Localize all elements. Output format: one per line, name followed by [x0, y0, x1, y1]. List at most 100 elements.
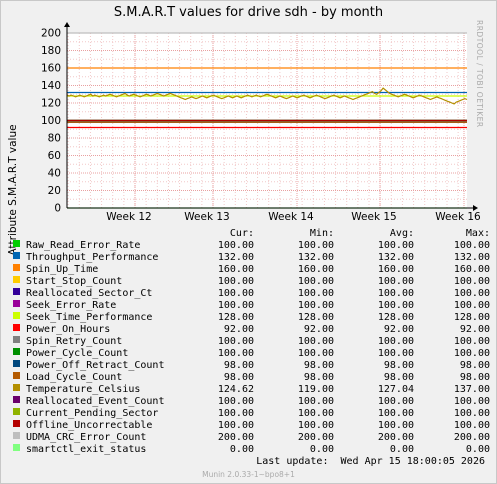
x-tick-label: Week 14 [268, 211, 314, 223]
legend-max-value: 100.00 [453, 240, 490, 251]
legend-min-value: 100.00 [297, 408, 334, 419]
legend-series-name: Temperature_Celsius [26, 384, 141, 395]
legend-cur-value: 160.00 [217, 264, 254, 275]
legend-series-name: Power_On_Hours [26, 324, 111, 335]
legend-max-value: 100.00 [453, 336, 490, 347]
legend-max-value: 100.00 [453, 408, 490, 419]
munin-version: Munin 2.0.33-1~bpo8+1 [202, 470, 295, 479]
legend-avg-value: 128.00 [377, 312, 414, 323]
legend-cur-value: 100.00 [217, 288, 254, 299]
legend-cur-value: 200.00 [217, 432, 254, 443]
legend-rows: Raw_Read_Error_Rate 100.00 100.00 100.00 100… [10, 240, 492, 456]
legend-series-name: Spin_Up_Time [26, 264, 99, 275]
legend-avg-value: 100.00 [377, 276, 414, 287]
legend-avg-value: 100.00 [377, 240, 414, 251]
chart-plot: 0 20 40 60 80 100 120 140 160 180 200 Week 12 Week 1… [41, 22, 481, 223]
legend-max-value: 100.00 [453, 288, 490, 299]
legend-row: Offline_Uncorrectable 100.00 100.00 100.00 1… [10, 420, 492, 432]
legend-min-value: 100.00 [297, 276, 334, 287]
legend-series-name: UDMA_CRC_Error_Count [26, 432, 147, 443]
legend-row: Power_Off_Retract_Count 98.00 98.00 98.00 98… [10, 360, 492, 372]
legend-swatch [13, 384, 20, 391]
legend-min-value: 128.00 [297, 312, 334, 323]
legend-avg-value: 92.00 [383, 324, 414, 335]
legend-series-name: Reallocated_Sector_Ct [26, 288, 153, 299]
legend-header-max: Max: [465, 228, 490, 239]
legend-max-value: 0.00 [465, 444, 490, 455]
legend-row: smartctl_exit_status 0.00 0.00 0.00 0.00 [10, 444, 492, 456]
legend-swatch [13, 348, 20, 355]
legend-swatch [13, 288, 20, 295]
legend-max-value: 200.00 [453, 432, 490, 443]
y-tick-label: 200 [41, 28, 61, 40]
legend-row: Raw_Read_Error_Rate 100.00 100.00 100.00 100… [10, 240, 492, 252]
legend-avg-value: 100.00 [377, 348, 414, 359]
legend-cur-value: 100.00 [217, 396, 254, 407]
legend-min-value: 132.00 [297, 252, 334, 263]
legend-max-value: 100.00 [453, 396, 490, 407]
legend-row: Seek_Error_Rate 100.00 100.00 100.00 100.00 [10, 300, 492, 312]
legend-row: Power_Cycle_Count 100.00 100.00 100.00 100.0… [10, 348, 492, 360]
legend-series-name: Spin_Retry_Count [26, 336, 123, 347]
x-tick-label: Week 12 [106, 211, 151, 223]
legend: Cur: Min: Avg: Max: Raw_Read_Error_Rate 1… [10, 228, 492, 456]
legend-cur-value: 128.00 [217, 312, 254, 323]
legend-max-value: 98.00 [459, 372, 490, 383]
legend-min-value: 100.00 [297, 348, 334, 359]
legend-min-value: 100.00 [297, 420, 334, 431]
last-update: Last update: Wed Apr 15 18:00:05 2026 [256, 456, 485, 467]
legend-max-value: 100.00 [453, 420, 490, 431]
y-tick-label: 40 [48, 168, 61, 180]
x-axis-arrow [473, 205, 478, 211]
legend-cur-value: 100.00 [217, 408, 254, 419]
legend-min-value: 100.00 [297, 240, 334, 251]
legend-row: Load_Cycle_Count 98.00 98.00 98.00 98.00 [10, 372, 492, 384]
legend-series-name: smartctl_exit_status [26, 444, 147, 455]
legend-max-value: 128.00 [453, 312, 490, 323]
legend-cur-value: 98.00 [223, 372, 254, 383]
legend-row: Power_On_Hours 92.00 92.00 92.00 92.00 [10, 324, 492, 336]
legend-header: Cur: Min: Avg: Max: [10, 228, 492, 240]
legend-min-value: 100.00 [297, 288, 334, 299]
legend-avg-value: 100.00 [377, 288, 414, 299]
legend-swatch [13, 420, 20, 427]
legend-cur-value: 98.00 [223, 360, 254, 371]
legend-swatch [13, 300, 20, 307]
legend-row: Reallocated_Event_Count 100.00 100.00 100.0… [10, 396, 492, 408]
legend-series-name: Raw_Read_Error_Rate [26, 240, 141, 251]
y-tick-label: 100 [41, 115, 61, 127]
legend-series-name: Reallocated_Event_Count [26, 396, 165, 407]
legend-row: Start_Stop_Count 100.00 100.00 100.00 100.00 [10, 276, 492, 288]
legend-series-name: Offline_Uncorrectable [26, 420, 153, 431]
y-tick-label: 20 [48, 185, 61, 197]
legend-avg-value: 0.00 [389, 444, 414, 455]
legend-swatch [13, 360, 20, 367]
legend-min-value: 100.00 [297, 336, 334, 347]
legend-min-value: 92.00 [303, 324, 334, 335]
legend-max-value: 132.00 [453, 252, 490, 263]
x-tick-label: Week 15 [351, 211, 396, 223]
legend-row: Current_Pending_Sector 100.00 100.00 100.00… [10, 408, 492, 420]
legend-series-name: Throughput_Performance [26, 252, 159, 263]
legend-avg-value: 98.00 [383, 360, 414, 371]
legend-cur-value: 100.00 [217, 336, 254, 347]
legend-cur-value: 132.00 [217, 252, 254, 263]
legend-swatch [13, 312, 20, 319]
legend-avg-value: 132.00 [377, 252, 414, 263]
legend-swatch [13, 396, 20, 403]
chart-title: S.M.A.R.T values for drive sdh - by mont… [113, 5, 384, 20]
legend-series-name: Power_Cycle_Count [26, 348, 129, 359]
legend-cur-value: 100.00 [217, 300, 254, 311]
legend-header-avg: Avg: [389, 228, 414, 239]
legend-cur-value: 100.00 [217, 420, 254, 431]
legend-max-value: 100.00 [453, 300, 490, 311]
legend-avg-value: 100.00 [377, 408, 414, 419]
y-tick-label: 180 [41, 45, 61, 57]
legend-series-name: Load_Cycle_Count [26, 372, 123, 383]
legend-cur-value: 100.00 [217, 348, 254, 359]
y-tick-label: 140 [41, 80, 61, 92]
legend-avg-value: 100.00 [377, 396, 414, 407]
legend-series-name: Seek_Time_Performance [26, 312, 153, 323]
legend-min-value: 119.00 [297, 384, 334, 395]
legend-series-name: Power_Off_Retract_Count [26, 360, 165, 371]
